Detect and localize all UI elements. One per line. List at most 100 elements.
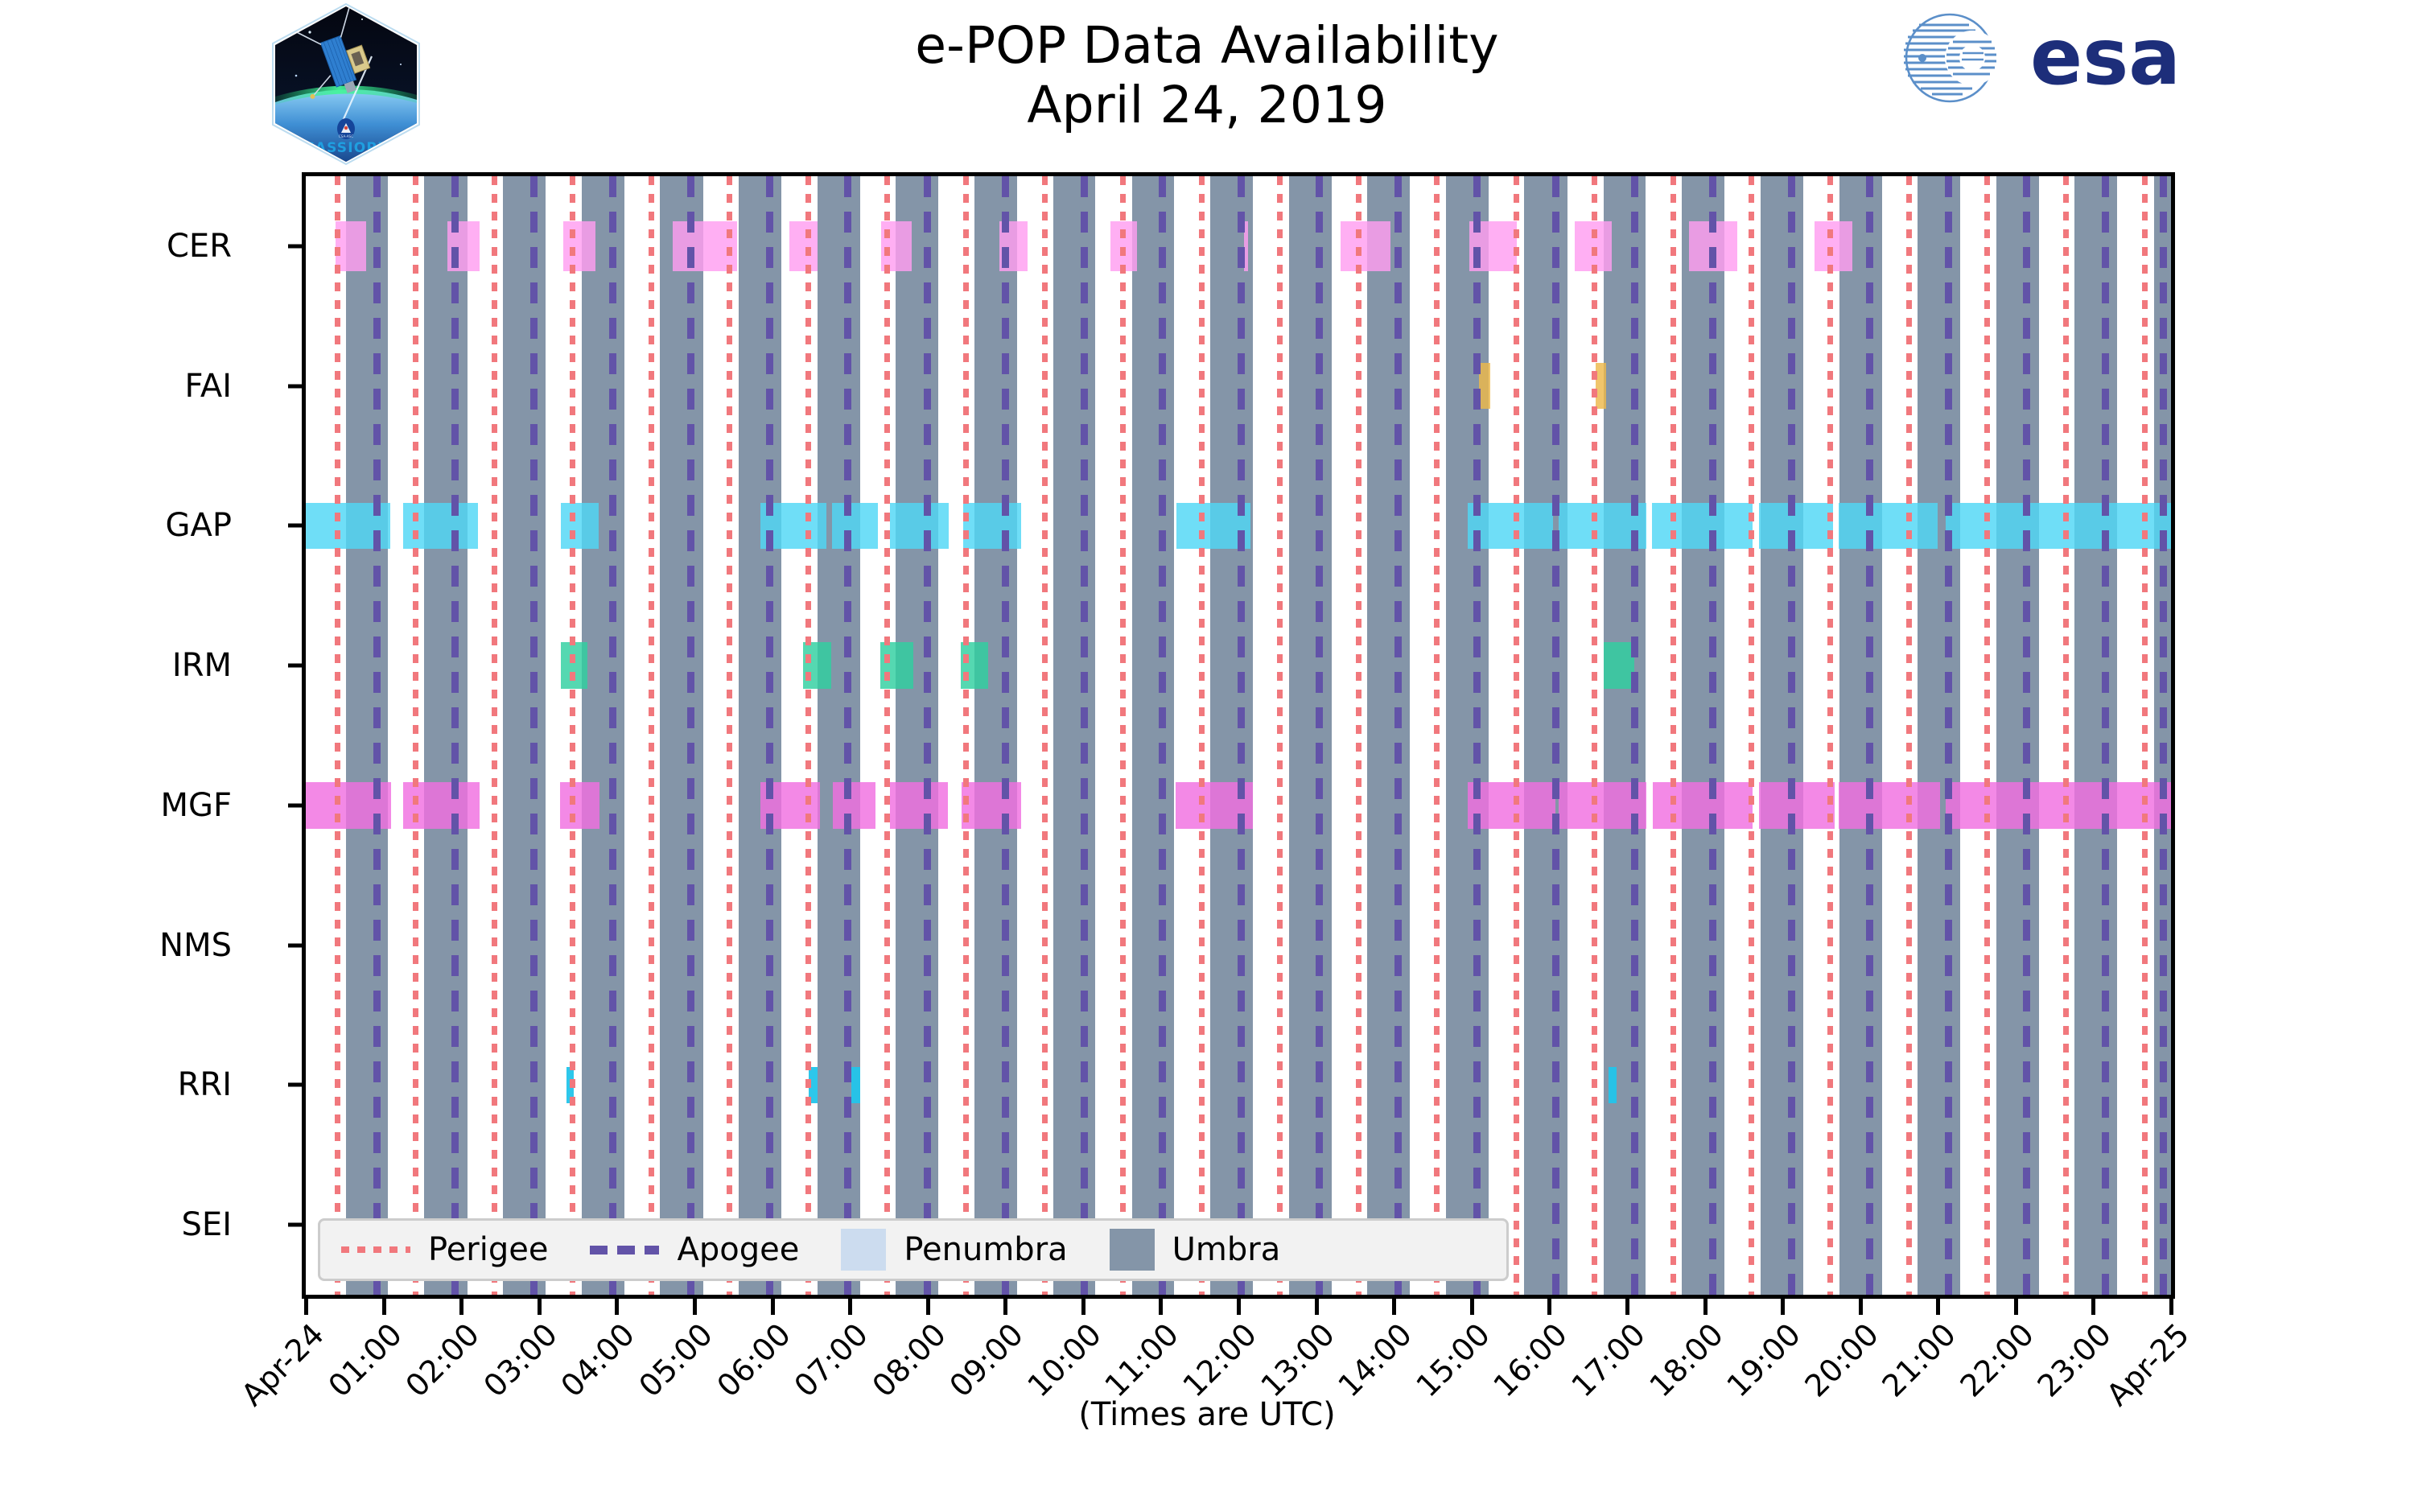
legend-swatch-penumbra-icon [841,1229,887,1271]
umbra-band [1367,176,1411,1295]
x-tick-mark [1703,1299,1708,1315]
x-tick-mark [1936,1299,1941,1315]
perigee-line [884,176,891,1295]
data-bar-fai [1596,362,1606,410]
umbra-band [896,176,939,1295]
data-bar-cer [1814,220,1852,272]
data-bar-irm [1603,642,1634,689]
data-bar-mgf [1759,782,1835,829]
apogee-line [2023,176,2031,1295]
legend-item-penumbra: Penumbra [841,1229,1068,1271]
apogee-line [1630,176,1638,1295]
perigee-line [1198,176,1205,1295]
perigee-line [2062,176,2069,1295]
legend-item-perigee: Perigee [341,1231,548,1268]
apogee-line [1080,176,1088,1295]
title-line-2: April 24, 2019 [1027,76,1387,135]
apogee-line [2160,176,2168,1295]
apogee-line [1866,176,1874,1295]
perigee-line [962,176,969,1295]
umbra-band [1053,176,1096,1295]
apogee-line [1237,176,1245,1295]
apogee-line [1787,176,1795,1295]
apogee-line [844,176,852,1295]
data-bar-mgf [559,782,600,829]
umbra-band [974,176,1017,1295]
y-tick-label-irm: IRM [171,647,232,685]
apogee-line [1394,176,1402,1295]
umbra-band [1761,176,1804,1295]
umbra-band [817,176,860,1295]
title-line-1: e-POP Data Availability [915,16,1499,75]
data-bar-gap [1651,502,1753,550]
perigee-line [1905,176,1912,1295]
y-tick-label-sei: SEI [181,1206,232,1244]
y-tick-mark [288,523,303,528]
y-tick-label-nms: NMS [159,926,232,964]
umbra-band [346,176,389,1295]
data-bar-mgf [1467,782,1556,829]
legend-label: Perigee [428,1231,549,1268]
data-bar-mgf [962,782,1021,829]
apogee-line [451,176,459,1295]
perigee-line [1277,176,1283,1295]
apogee-line [1316,176,1324,1295]
data-bar-cer [1341,220,1391,272]
x-tick-mark [304,1299,308,1315]
perigee-line [570,176,576,1295]
data-bar-mgf [832,782,875,829]
legend-item-umbra: Umbra [1109,1229,1281,1271]
umbra-band [1131,176,1174,1295]
y-tick-mark [288,803,303,808]
perigee-line [1434,176,1440,1295]
y-tick-mark [288,943,303,948]
x-tick-mark [1159,1299,1164,1315]
data-bar-gap [963,502,1021,550]
y-tick-label-gap: GAP [165,507,232,545]
x-tick-mark [848,1299,853,1315]
page-title: e-POP Data Availability April 24, 2019 [0,16,2414,136]
x-tick-mark [1858,1299,1863,1315]
data-bar-gap [831,502,878,550]
data-bar-cer [562,220,596,272]
perigee-line [727,176,733,1295]
y-tick-label-rri: RRI [177,1066,232,1104]
apogee-line [687,176,695,1295]
perigee-line [1827,176,1833,1295]
data-bar-rri [808,1066,818,1103]
x-tick-mark [1392,1299,1397,1315]
x-tick-mark [1003,1299,1008,1315]
perigee-line [805,176,811,1295]
x-tick-mark [2013,1299,2018,1315]
umbra-band [2074,176,2118,1295]
legend-label: Penumbra [904,1231,1068,1268]
y-tick-mark [288,663,303,668]
perigee-line [413,176,419,1295]
data-bar-cer [335,220,367,272]
x-tick-mark [770,1299,775,1315]
y-tick-mark [288,384,303,389]
x-tick-mark [615,1299,620,1315]
legend-swatch-apogee-icon [590,1245,660,1255]
apogee-line [1473,176,1481,1295]
apogee-line [1159,176,1167,1295]
x-tick-mark [1469,1299,1474,1315]
data-bar-rri [1608,1066,1617,1103]
x-tick-mark [692,1299,697,1315]
umbra-band [1445,176,1489,1295]
cassiope-logo: CSA-ASC CASSIOPE [266,2,426,167]
x-tick-mark [381,1299,386,1315]
x-tick-mark [2169,1299,2173,1315]
y-tick-mark [288,244,303,249]
apogee-line [1709,176,1717,1295]
perigee-line [1120,176,1127,1295]
umbra-band [1524,176,1567,1295]
x-axis-title: (Times are UTC) [1078,1396,1336,1433]
legend-label: Umbra [1172,1231,1281,1268]
x-tick-mark [925,1299,930,1315]
x-tick-mark [1781,1299,1786,1315]
umbra-band [581,176,624,1295]
data-bar-gap [1945,502,2171,550]
page-header: CSA-ASC CASSIOPE [0,0,2414,169]
perigee-line [1984,176,1991,1295]
